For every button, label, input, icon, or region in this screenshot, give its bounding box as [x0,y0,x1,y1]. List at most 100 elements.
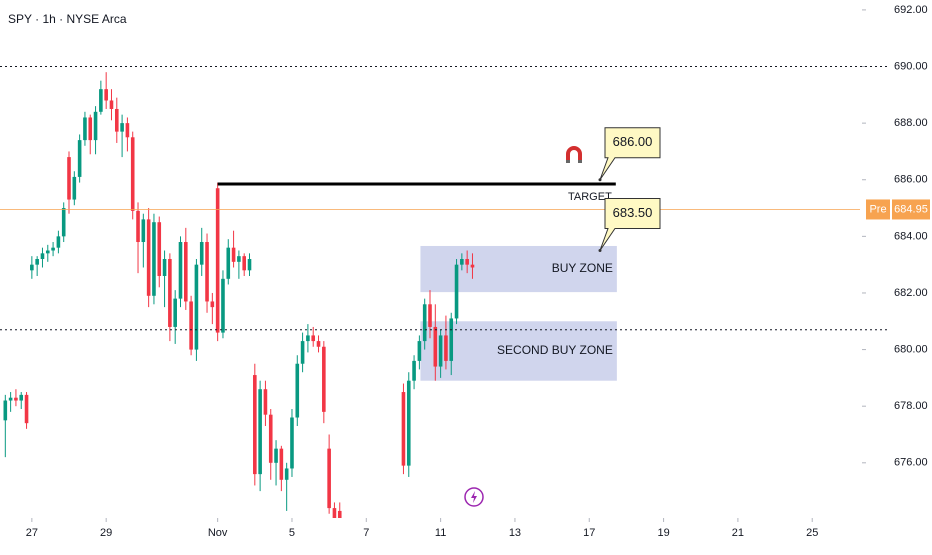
candle-body [449,318,454,361]
callout-anchor [598,178,602,182]
candle-body [168,259,172,327]
x-tick-label: 17 [583,527,595,539]
candle-body [152,222,156,296]
zone [420,321,617,381]
candle-body [61,208,66,237]
x-tick-label: 5 [289,527,295,539]
zone-label: SECOND BUY ZONE [497,343,613,357]
candle-body [417,341,422,361]
x-tick-label: 11 [435,527,446,539]
candle-body [30,264,34,271]
price-tag-label: 684.95 [894,203,928,215]
candle-body [14,397,18,401]
candle-body [221,278,225,333]
candle-body [215,188,220,333]
candle-body [406,380,411,466]
y-tick-label: 686.00 [894,174,928,186]
x-tick-label: 13 [509,527,521,539]
target-label: TARGET [568,191,612,203]
candle-body [460,259,464,265]
x-tick-label: 29 [100,527,112,539]
candle-body [263,389,268,415]
candle-body [8,397,13,401]
candle-body [162,259,167,276]
candle-body [454,264,459,319]
callout-box [599,127,661,181]
candle-body [199,242,204,265]
price-tag [892,199,930,220]
candle-body [88,117,93,141]
callout-box [599,198,661,251]
candle-body [56,236,61,248]
x-tick-label: Nov [208,527,228,539]
candle-body [295,363,300,418]
callout-anchor [598,249,602,253]
candle-body [3,400,8,421]
x-tick-label: 21 [732,527,744,539]
candle-body [268,414,273,463]
candle-body [444,335,448,361]
callout-label: 686.00 [613,134,653,149]
candle-body [178,242,183,299]
candle-body [184,242,188,302]
candle-body [67,157,71,200]
candle-body [189,301,193,350]
x-tick-label: 25 [806,527,818,539]
candle-body [322,346,326,412]
candle-body [470,264,475,268]
candle-body [109,100,114,109]
candle-body [247,259,252,271]
candle-body [433,326,438,367]
candle-body [35,259,39,265]
candle-body [205,242,209,302]
y-tick-label: 690.00 [894,60,928,72]
candle-body [316,341,321,347]
y-tick-label: 680.00 [894,343,928,355]
x-tick-label: 27 [26,527,38,539]
candle-body [146,219,151,296]
candle-body [136,210,140,243]
x-tick-label: 7 [363,527,369,539]
plot-area: BUY ZONE SECOND BUY ZONE [3,72,617,518]
candle-body [104,89,108,101]
candle-body [242,256,246,271]
candle-body [83,117,87,141]
candle-body [99,89,103,112]
candle-body [300,341,305,364]
candle-body [438,335,443,367]
zone-label: BUY ZONE [552,261,613,275]
candle-body [130,137,135,211]
y-tick-label: 692.00 [894,4,928,16]
candle-body [231,247,236,262]
candle-body [401,392,406,466]
candle-body [274,448,278,463]
candle-body [40,253,45,259]
candle-body [19,394,24,401]
candle-body [93,111,98,141]
magnet-icon [566,146,582,163]
callout-label: 683.50 [613,205,653,220]
y-tick-label: 682.00 [894,287,928,299]
candle-body [120,123,124,132]
event-icon[interactable] [464,487,484,507]
candle-body [332,508,337,518]
y-tick-label: 688.00 [894,117,928,129]
candle-body [428,304,432,327]
candle-body [237,256,241,262]
candle-body [173,298,177,327]
candle-body [45,250,50,254]
price-tag-pre [866,199,890,220]
y-tick-label: 676.00 [894,457,928,469]
candle-body [422,304,427,342]
candle-body [311,335,316,342]
candle-body [51,247,55,251]
candle-body [337,510,342,518]
candle-body [465,259,469,265]
candle-body [412,360,416,381]
candle-body [226,247,231,279]
candle-body [210,301,215,308]
price-tag-pre-label: Pre [869,203,886,215]
y-tick-label: 684.00 [894,230,928,242]
x-tick-label: 19 [657,527,669,539]
y-tick-label: 678.00 [894,400,928,412]
